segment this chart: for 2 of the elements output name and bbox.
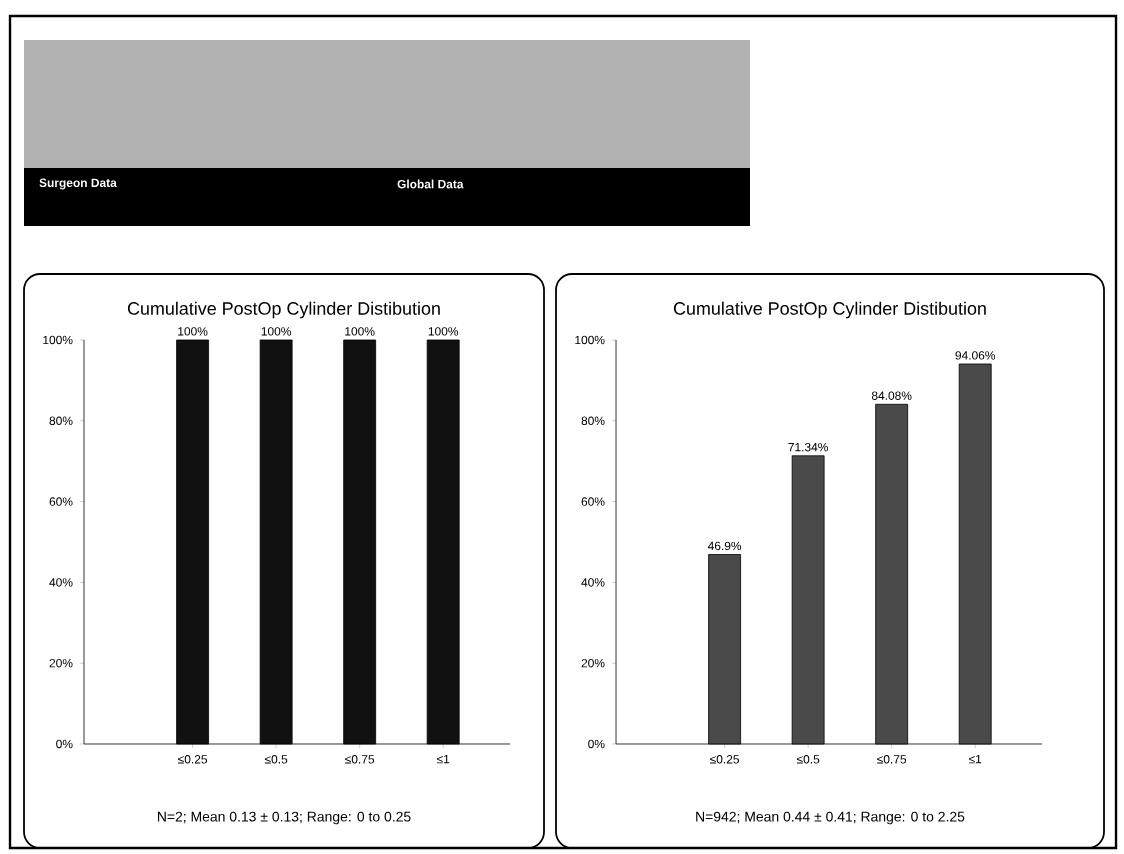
chart-title: Cumulative PostOp Cylinder Distibution [127,301,440,319]
chart-title: Cumulative PostOp Cylinder Distibution [673,301,986,319]
